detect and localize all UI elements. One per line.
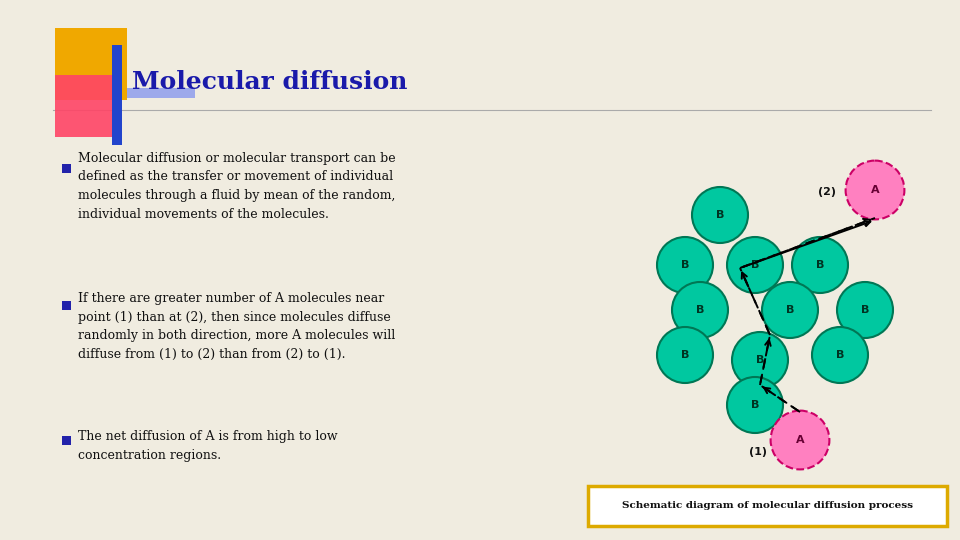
Text: Schematic diagram of molecular diffusion process: Schematic diagram of molecular diffusion…: [622, 502, 913, 510]
Bar: [62, 435, 71, 444]
Text: If there are greater number of A molecules near
point (1) than at (2), then sinc: If there are greater number of A molecul…: [78, 292, 396, 361]
Ellipse shape: [657, 237, 713, 293]
Text: B: B: [861, 305, 869, 315]
Bar: [112, 45, 122, 145]
FancyBboxPatch shape: [588, 486, 947, 526]
Text: B: B: [696, 305, 705, 315]
Text: B: B: [681, 350, 689, 360]
Ellipse shape: [657, 327, 713, 383]
Text: Molecular diffusion: Molecular diffusion: [132, 70, 407, 94]
Text: B: B: [786, 305, 794, 315]
Text: (2): (2): [818, 187, 836, 197]
Text: B: B: [836, 350, 844, 360]
Text: B: B: [756, 355, 764, 365]
Ellipse shape: [732, 332, 788, 388]
Bar: [62, 300, 71, 309]
Bar: [55, 75, 117, 137]
Text: (1): (1): [749, 447, 767, 457]
Ellipse shape: [771, 410, 829, 469]
Ellipse shape: [692, 187, 748, 243]
Ellipse shape: [812, 327, 868, 383]
Ellipse shape: [792, 237, 848, 293]
Text: Molecular diffusion or molecular transport can be
defined as the transfer or mov: Molecular diffusion or molecular transpo…: [78, 152, 396, 220]
Ellipse shape: [762, 282, 818, 338]
Text: B: B: [716, 210, 724, 220]
Ellipse shape: [837, 282, 893, 338]
Text: B: B: [751, 400, 759, 410]
Ellipse shape: [727, 237, 783, 293]
Bar: [55, 88, 195, 98]
Ellipse shape: [727, 377, 783, 433]
Ellipse shape: [672, 282, 728, 338]
Ellipse shape: [846, 160, 904, 219]
Text: B: B: [816, 260, 825, 270]
Bar: [62, 164, 71, 172]
Text: B: B: [751, 260, 759, 270]
Text: B: B: [681, 260, 689, 270]
Text: A: A: [796, 435, 804, 445]
Text: The net diffusion of A is from high to low
concentration regions.: The net diffusion of A is from high to l…: [78, 430, 338, 462]
Text: A: A: [871, 185, 879, 195]
Bar: [55, 28, 127, 100]
